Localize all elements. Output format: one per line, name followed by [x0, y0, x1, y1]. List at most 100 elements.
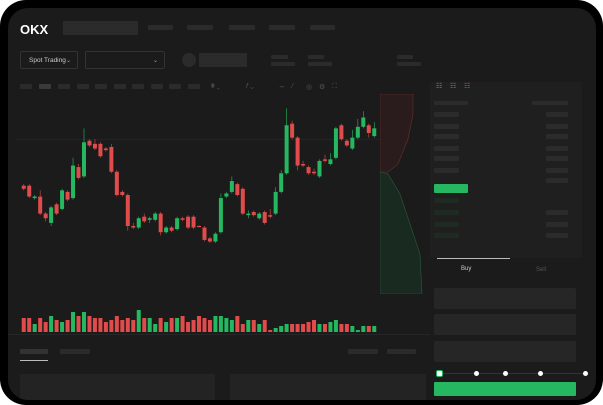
volume-bar	[235, 316, 240, 332]
candle-body	[229, 181, 234, 192]
nav-item[interactable]	[229, 25, 255, 30]
candle-body	[333, 128, 338, 158]
volume-bar	[202, 318, 207, 332]
candle-body	[213, 233, 218, 242]
candle-body	[43, 213, 48, 219]
candle-body	[158, 213, 163, 233]
nav-item[interactable]	[310, 25, 335, 30]
candle-body	[372, 128, 377, 137]
camera-icon[interactable]: ◎	[306, 84, 313, 91]
candle-body	[218, 198, 223, 233]
orderbook-both-icon[interactable]: ☷	[436, 83, 443, 90]
nav-item[interactable]	[148, 25, 173, 30]
volume-bar	[290, 324, 295, 332]
slider-handle[interactable]	[436, 370, 443, 377]
volume-bar	[76, 316, 81, 332]
volume-bar	[87, 316, 92, 332]
volume-bar	[197, 316, 201, 332]
volume-bar	[54, 320, 59, 332]
slider-stop-25[interactable]	[474, 371, 479, 376]
settings-icon[interactable]: ⚙	[319, 84, 326, 91]
candle-body	[322, 159, 327, 161]
price-input[interactable]	[434, 288, 576, 309]
candle-body	[38, 196, 43, 214]
volume-bar	[312, 320, 317, 332]
timeframe-button[interactable]	[39, 84, 51, 89]
timeframe-button[interactable]	[77, 84, 89, 89]
volume-bar	[175, 318, 180, 332]
nav-item[interactable]	[269, 25, 295, 30]
candle-body	[164, 227, 169, 233]
buy-button[interactable]	[434, 382, 576, 396]
candle-body	[21, 185, 26, 189]
candle-body	[251, 212, 256, 216]
candle-body	[235, 184, 240, 195]
candle-body	[65, 191, 70, 200]
timeframe-button[interactable]	[20, 84, 32, 89]
orderbook-buy-icon[interactable]: ☷	[450, 83, 457, 90]
ask-amount	[546, 112, 568, 117]
candle-body	[169, 227, 174, 231]
volume-bar	[328, 322, 333, 332]
candle-type-icon[interactable]: ⩩ ⌄	[211, 83, 220, 90]
market-selector[interactable]: Spot Trading ⌄	[20, 51, 78, 69]
timeframe-button[interactable]	[132, 84, 144, 89]
timeframe-button[interactable]	[151, 84, 163, 89]
percent-slider[interactable]	[440, 373, 588, 374]
volume-bar	[169, 318, 174, 332]
total-input[interactable]	[434, 341, 576, 362]
indicator-icon[interactable]: ∼	[279, 84, 285, 91]
candle-body	[328, 159, 333, 164]
candle-body	[202, 227, 207, 240]
tab-sell[interactable]: Sell	[536, 267, 547, 273]
candle-body	[120, 191, 125, 195]
candle-body	[103, 148, 108, 151]
pair-selector[interactable]: ⌄	[85, 51, 165, 69]
tab-order-history[interactable]	[60, 349, 90, 354]
volume-bar	[27, 318, 32, 332]
volume-bar	[158, 318, 163, 332]
candle-body	[76, 167, 81, 178]
volume-bar	[372, 326, 377, 332]
filter-button[interactable]	[387, 349, 416, 354]
volume-bar	[49, 316, 54, 332]
candlestick-chart[interactable]	[15, 94, 385, 334]
timeframe-button[interactable]	[95, 84, 107, 89]
candle-body	[142, 216, 147, 222]
timeframe-button[interactable]	[58, 84, 70, 89]
slider-stop-50[interactable]	[503, 371, 508, 376]
filter-button[interactable]	[348, 349, 378, 354]
candle-body	[27, 185, 32, 197]
volume-bar	[229, 320, 234, 332]
candle-body	[290, 123, 295, 138]
volume-bar	[224, 318, 229, 332]
slider-stop-75[interactable]	[538, 371, 543, 376]
indicator-dropdown[interactable]: 𝑓 ⌄	[246, 83, 254, 90]
ask-amount	[546, 178, 568, 183]
fullscreen-icon[interactable]: ⛶	[332, 83, 337, 90]
orderbook-sell-icon[interactable]: ☷	[464, 83, 471, 90]
orderbook-header	[532, 101, 568, 105]
timeframe-button[interactable]	[114, 84, 126, 89]
volume-bar	[92, 318, 97, 332]
slider-stop-100[interactable]	[583, 371, 588, 376]
ask-amount	[546, 146, 568, 151]
tab-open-orders[interactable]	[20, 349, 48, 354]
timeframe-button[interactable]	[169, 84, 181, 89]
nav-item[interactable]	[187, 25, 213, 30]
bid-price	[434, 222, 459, 227]
ask-price	[434, 124, 459, 129]
app-screen: OKX Spot Trading ⌄ ⌄ ⩩ ⌄ 𝑓 ⌄ ∼ ⁄ ◎ ⚙ ⛶ ☷…	[8, 8, 596, 400]
volume-bar	[355, 330, 360, 332]
volume-bar	[109, 320, 114, 332]
draw-line-icon[interactable]: ⁄	[292, 83, 294, 90]
amount-input[interactable]	[434, 314, 576, 335]
candle-body	[366, 125, 371, 133]
volume-bar	[366, 326, 371, 332]
candle-body	[136, 218, 141, 228]
volume-bar	[147, 318, 152, 332]
timeframe-button[interactable]	[188, 84, 200, 89]
tab-buy[interactable]: Buy	[461, 266, 472, 272]
search-bar[interactable]	[63, 21, 138, 35]
